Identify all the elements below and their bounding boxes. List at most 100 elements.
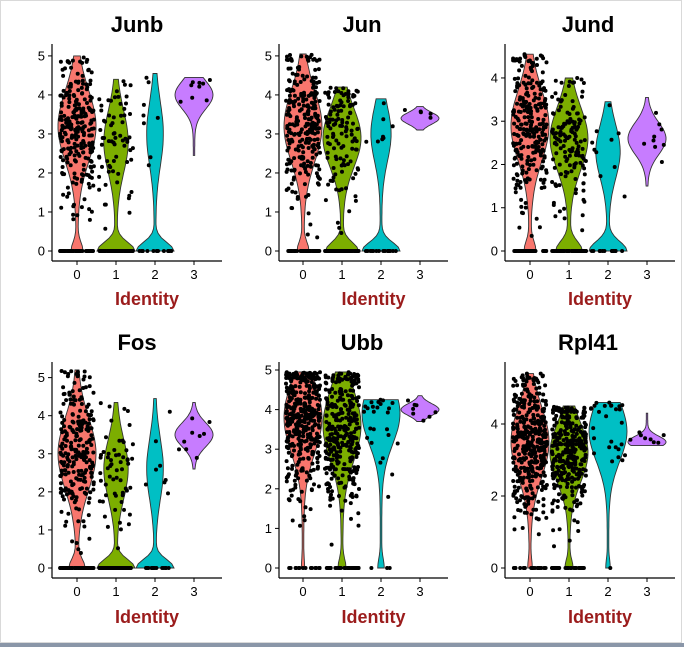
data-point [515,479,520,484]
data-point [580,89,585,94]
data-point [351,450,356,455]
data-point [102,566,107,570]
data-point [534,386,539,391]
data-point [553,135,557,140]
data-point [333,390,338,395]
data-point [353,198,358,203]
data-point [354,471,359,475]
data-point [530,129,535,133]
data-point [289,206,294,210]
data-point [550,127,555,132]
panel-title: Ubb [341,330,384,355]
data-point [79,114,84,119]
data-point [65,374,70,379]
data-point [111,131,116,136]
data-point [287,127,292,132]
data-point [343,376,348,381]
data-point [572,477,577,482]
data-point [533,431,538,436]
data-point [346,115,351,120]
data-point [298,376,303,381]
data-point [309,122,314,127]
data-point [310,452,315,457]
data-point [197,80,202,85]
data-point [576,249,581,253]
data-point [289,454,294,459]
data-point [356,465,360,469]
data-point [70,419,75,424]
data-point [86,67,91,72]
data-point [292,132,297,137]
data-point [60,414,65,419]
data-point [64,431,69,436]
data-point [325,155,330,160]
data-point [540,463,545,468]
data-point [524,92,529,97]
data-point [519,122,524,127]
data-point [370,249,374,253]
data-point [67,89,72,93]
data-point [337,494,341,498]
data-point [557,406,561,411]
data-point [303,505,308,510]
data-point [129,249,134,253]
y-tick-label: 3 [38,446,45,461]
data-point [304,478,309,483]
data-point [336,443,340,448]
data-point [566,439,571,444]
data-point [78,551,83,555]
data-point [69,440,74,445]
data-point [515,415,520,420]
data-point [536,405,540,410]
data-point [355,166,360,171]
data-point [292,156,297,161]
data-point [570,146,575,151]
data-point [312,386,317,390]
data-point [89,120,94,125]
data-point [524,378,529,383]
data-point [89,70,94,75]
data-point [302,518,307,523]
data-point [296,442,301,447]
data-point [386,494,391,499]
x-tick-label: 0 [299,584,306,599]
data-point [578,462,583,467]
data-point [381,134,385,139]
data-point [517,141,522,146]
data-point [517,225,522,230]
data-point [555,446,560,451]
data-point [514,141,519,146]
data-point [88,490,93,495]
data-point [576,566,581,570]
data-point [103,226,108,231]
data-point [289,137,294,142]
data-point [570,249,575,253]
data-point [328,126,333,131]
data-point [118,133,123,138]
data-point [550,249,555,253]
data-point [81,162,86,167]
x-tick-label: 2 [604,584,611,599]
data-point [292,375,297,380]
data-point [118,527,123,532]
data-point [343,129,348,134]
data-point [341,436,346,441]
data-point [570,489,575,494]
data-point [317,387,322,391]
x-tick-label: 1 [112,267,119,282]
data-point [573,191,578,196]
data-point [594,150,599,155]
data-point [308,222,313,227]
data-point [541,453,546,458]
data-point [378,460,383,465]
data-point [317,167,322,172]
data-point [302,417,307,422]
data-point [285,415,290,420]
data-point [511,426,516,431]
y-tick-label: 5 [265,363,272,378]
data-point [329,249,334,253]
data-point [566,408,570,413]
data-point [293,147,298,152]
data-point [306,58,311,63]
data-point [338,123,343,128]
